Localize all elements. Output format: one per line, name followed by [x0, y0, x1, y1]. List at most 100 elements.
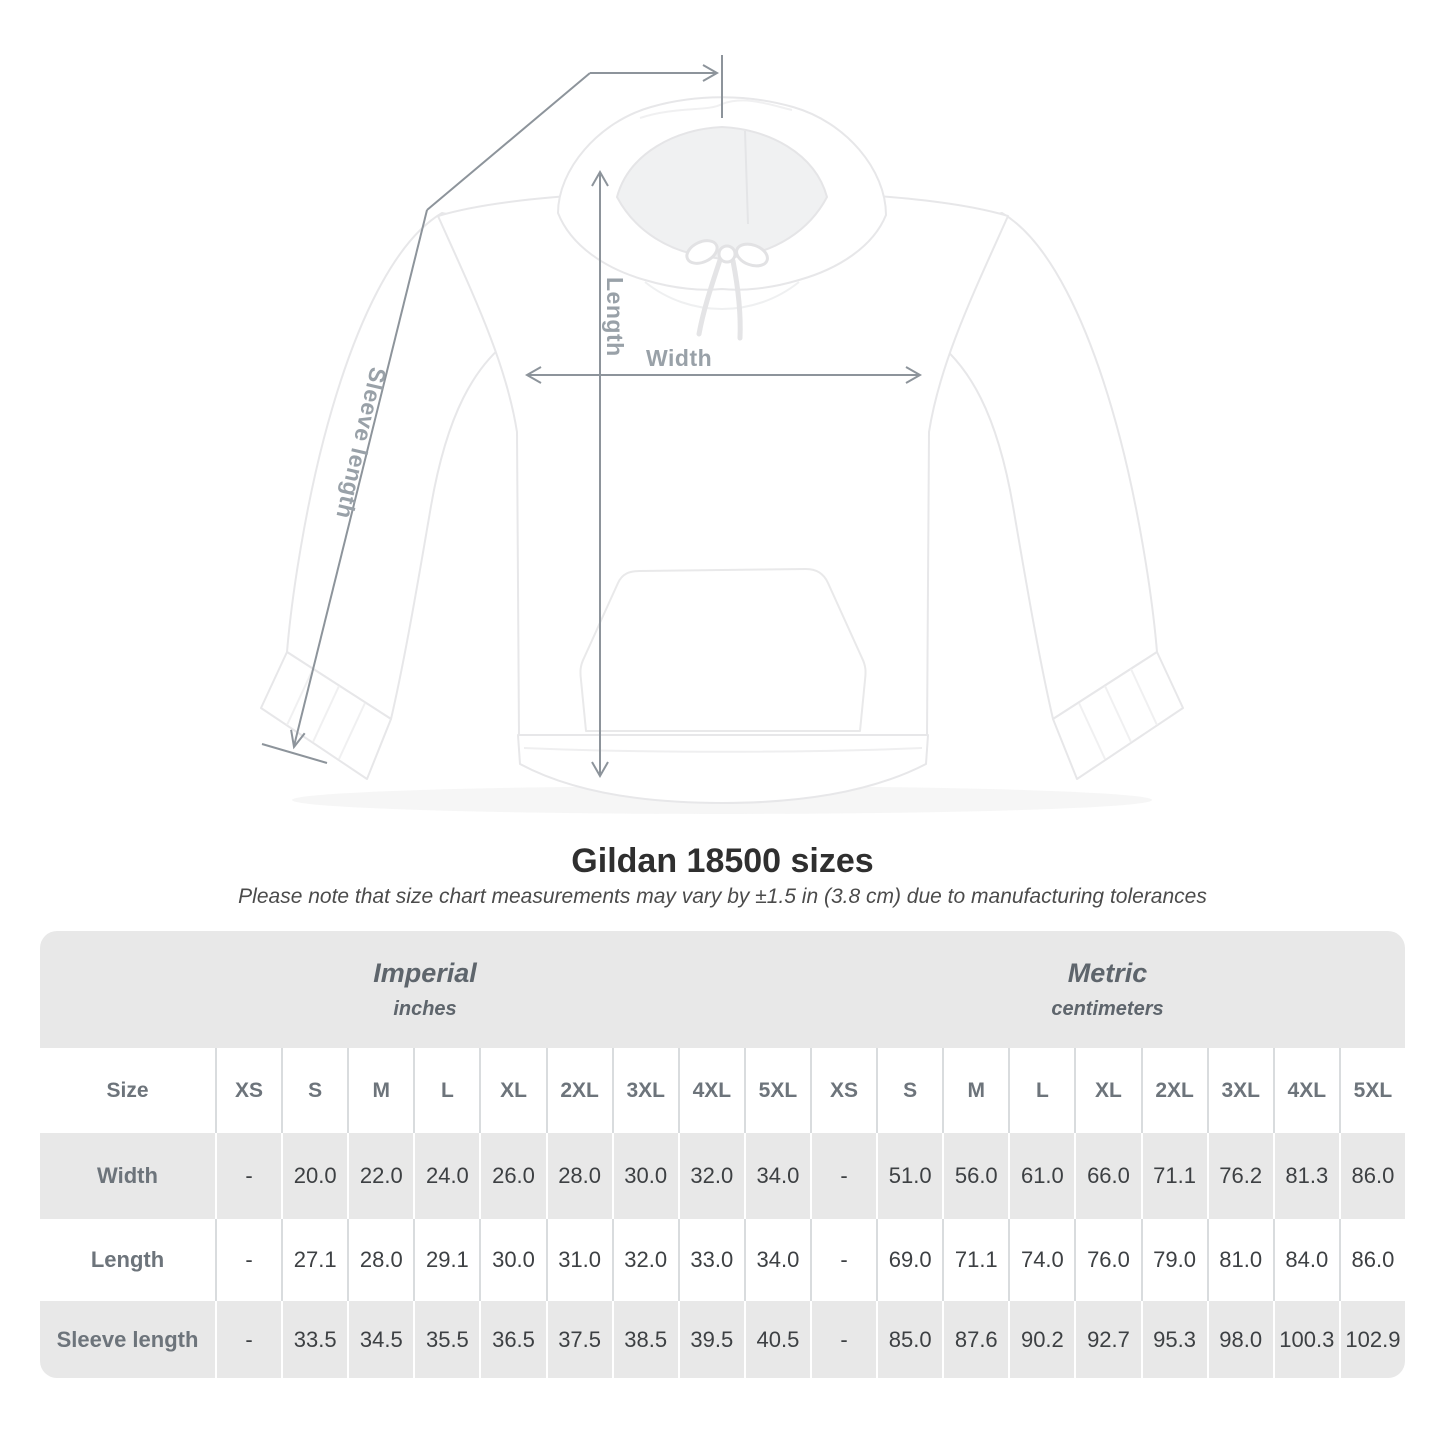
table-cell: 81.3 [1272, 1133, 1339, 1219]
table-cell: 66.0 [1074, 1133, 1140, 1219]
hood-inner-seam [744, 130, 749, 225]
width-arrowhead-right [905, 366, 923, 384]
table-cell: 28.0 [545, 1133, 612, 1219]
hem-seam [523, 747, 923, 753]
top-arrowhead [702, 64, 720, 82]
size-header-imperial-5xl: 5XL [743, 1048, 810, 1133]
table-cell: 90.2 [1008, 1301, 1074, 1378]
table-cell: 87.6 [942, 1301, 1008, 1378]
hoodie-illustration [260, 96, 1184, 814]
hem-band [517, 734, 929, 804]
length-label: Length [602, 277, 628, 357]
table-cell: 84.0 [1272, 1219, 1339, 1301]
chest-facing-seam [644, 281, 800, 310]
unit-sublabel: inches [393, 998, 457, 1020]
table-cell: 86.0 [1338, 1219, 1405, 1301]
table-cell: 92.7 [1074, 1301, 1140, 1378]
drawstring-left [696, 257, 723, 337]
size-column-header: Size [106, 1078, 149, 1102]
table-cell: - [215, 1301, 281, 1378]
size-header-imperial-xl: XL [479, 1048, 545, 1133]
size-header-metric-3xl: 3XL [1206, 1048, 1273, 1133]
bow-knot [717, 244, 737, 264]
left-cuff-ribs [286, 668, 366, 760]
length-arrowhead-bottom [591, 761, 609, 779]
size-header-imperial-m: M [347, 1048, 413, 1133]
size-header-imperial-4xl: 4XL [677, 1048, 744, 1133]
table-cell: 32.0 [611, 1219, 678, 1301]
right-cuff-ribs [1078, 668, 1158, 760]
unit-system-label: Imperial [373, 958, 477, 988]
table-cell: 35.5 [413, 1301, 479, 1378]
table-cell: 33.5 [281, 1301, 347, 1378]
table-cell: 61.0 [1008, 1133, 1074, 1219]
table-cell: 36.5 [479, 1301, 545, 1378]
table-cell: 71.1 [942, 1219, 1008, 1301]
table-row: Length -27.1 28.0 29.1 30.0 31.0 32.0 33.0 34.0-… [40, 1219, 1405, 1301]
unit-group-metric: Metric centimeters [809, 931, 1405, 1048]
kangaroo-pocket [579, 568, 867, 732]
sleeve-end-tick [261, 743, 328, 764]
row-label: Length [90, 1247, 165, 1272]
measurement-arrows [261, 55, 923, 779]
unit-sublabel: centimeters [1051, 998, 1164, 1020]
units-row: Imperial inches Metric centimeters [40, 931, 1405, 1048]
width-label: Width [646, 345, 712, 371]
table-cell: 98.0 [1206, 1301, 1273, 1378]
table-cell: 79.0 [1140, 1219, 1207, 1301]
table-cell: 34.5 [347, 1301, 413, 1378]
table-cell: - [215, 1219, 281, 1301]
table-cell: 20.0 [281, 1133, 347, 1219]
table-cell: 34.0 [743, 1133, 810, 1219]
width-arrowhead-left [524, 366, 542, 384]
size-header-metric-xl: XL [1074, 1048, 1140, 1133]
table-cell: 40.5 [743, 1301, 810, 1378]
table-cell: 34.0 [743, 1219, 810, 1301]
size-header-row: Size XS S M L XL 2XL 3XL 4XL 5XL XS S M L XL 2XL 3XL 4XL 5… [40, 1048, 1405, 1133]
table-cell: 51.0 [876, 1133, 942, 1219]
size-header-metric-2xl: 2XL [1140, 1048, 1207, 1133]
row-label: Width [97, 1163, 158, 1188]
shoulder-connector-line [426, 72, 591, 211]
table-cell: - [809, 1219, 876, 1301]
table-cell: 28.0 [347, 1219, 413, 1301]
table-cell: 30.0 [479, 1219, 545, 1301]
table-cell: 71.1 [1140, 1133, 1207, 1219]
table-cell: - [809, 1301, 876, 1378]
size-header-metric-m: M [942, 1048, 1008, 1133]
size-table-grid: Imperial inches Metric centimeters Size XS S M L… [40, 931, 1405, 1378]
table-cell: 30.0 [611, 1133, 678, 1219]
length-arrowhead-top [591, 169, 609, 187]
table-cell: - [809, 1133, 876, 1219]
hoodie-measurement-diagram: Length Width Sleeve length [260, 55, 1184, 814]
size-header-metric-l: L [1008, 1048, 1074, 1133]
table-cell: 29.1 [413, 1219, 479, 1301]
table-cell: 85.0 [876, 1301, 942, 1378]
unit-system-label: Metric [1067, 958, 1148, 988]
table-cell: 24.0 [413, 1133, 479, 1219]
tolerance-note: Please note that size chart measurements… [238, 885, 1207, 908]
size-header-metric-5xl: 5XL [1338, 1048, 1405, 1133]
size-header-metric-4xl: 4XL [1272, 1048, 1339, 1133]
table-cell: 38.5 [611, 1301, 678, 1378]
table-cell: 22.0 [347, 1133, 413, 1219]
size-header-metric-xs: XS [809, 1048, 876, 1133]
table-cell: 32.0 [677, 1133, 744, 1219]
hood-opening [616, 126, 828, 260]
drawstring-right [730, 258, 743, 341]
bow-loop-right [735, 242, 769, 268]
table-cell: 31.0 [545, 1219, 612, 1301]
size-table: Imperial inches Metric centimeters Size XS S M L… [40, 931, 1405, 1378]
table-cell: 27.1 [281, 1219, 347, 1301]
table-cell: 100.3 [1272, 1301, 1339, 1378]
table-cell: 74.0 [1008, 1219, 1074, 1301]
sleeve-length-arrowhead [290, 729, 306, 750]
table-cell: 37.5 [545, 1301, 612, 1378]
size-header-imperial-2xl: 2XL [545, 1048, 612, 1133]
hoodie-diagram-svg: Length Width Sleeve length [260, 55, 1184, 814]
page-title: Gildan 18500 sizes [571, 842, 874, 880]
drawstrings [685, 239, 769, 341]
table-cell: 76.0 [1074, 1219, 1140, 1301]
table-cell: 56.0 [942, 1133, 1008, 1219]
